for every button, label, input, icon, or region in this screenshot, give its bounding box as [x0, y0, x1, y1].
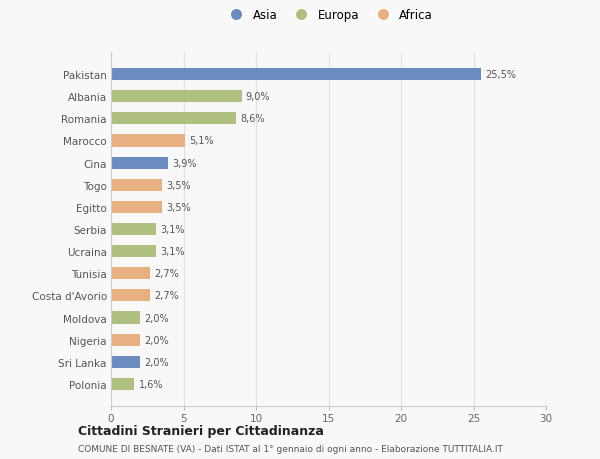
- Text: Cittadini Stranieri per Cittadinanza: Cittadini Stranieri per Cittadinanza: [78, 424, 324, 437]
- Bar: [111, 202, 162, 213]
- Bar: [111, 224, 156, 235]
- Bar: [111, 334, 140, 346]
- Text: 2,0%: 2,0%: [145, 313, 169, 323]
- Text: 1,6%: 1,6%: [139, 379, 163, 389]
- Text: 8,6%: 8,6%: [240, 114, 265, 124]
- Bar: [111, 356, 140, 368]
- Text: 25,5%: 25,5%: [485, 70, 516, 80]
- Text: 3,1%: 3,1%: [160, 246, 185, 257]
- Bar: [111, 312, 140, 324]
- Bar: [111, 135, 185, 147]
- Bar: [111, 69, 481, 81]
- Bar: [111, 179, 162, 191]
- Text: 9,0%: 9,0%: [246, 92, 271, 102]
- Text: 2,0%: 2,0%: [145, 357, 169, 367]
- Bar: [111, 113, 236, 125]
- Bar: [111, 378, 134, 390]
- Text: 3,5%: 3,5%: [166, 180, 191, 190]
- Text: 3,9%: 3,9%: [172, 158, 196, 168]
- Bar: [111, 157, 167, 169]
- Text: COMUNE DI BESNATE (VA) - Dati ISTAT al 1° gennaio di ogni anno - Elaborazione TU: COMUNE DI BESNATE (VA) - Dati ISTAT al 1…: [78, 444, 503, 453]
- Text: 5,1%: 5,1%: [190, 136, 214, 146]
- Bar: [111, 290, 150, 302]
- Bar: [111, 91, 242, 103]
- Legend: Asia, Europa, Africa: Asia, Europa, Africa: [224, 9, 433, 22]
- Text: 3,5%: 3,5%: [166, 202, 191, 213]
- Bar: [111, 246, 156, 257]
- Bar: [111, 268, 150, 280]
- Text: 2,7%: 2,7%: [155, 269, 179, 279]
- Text: 2,0%: 2,0%: [145, 335, 169, 345]
- Text: 2,7%: 2,7%: [155, 291, 179, 301]
- Text: 3,1%: 3,1%: [160, 224, 185, 235]
